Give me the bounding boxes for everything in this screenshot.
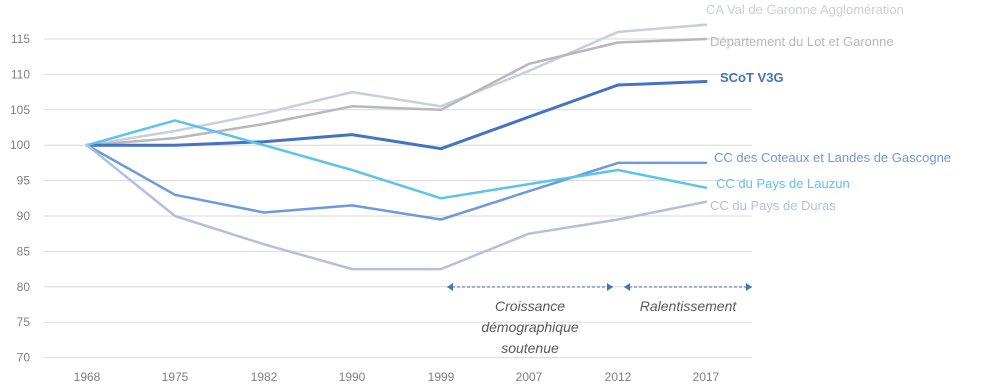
series-labels: CA Val de Garonne Agglomération Départeme… (706, 2, 951, 213)
y-tick-label: 90 (17, 209, 31, 223)
arrow-head (624, 283, 630, 291)
x-tick-label: 1968 (74, 370, 101, 384)
x-tick-label: 1982 (251, 370, 278, 384)
annotations: Croissance démographique soutenue Ralentiss… (447, 283, 752, 356)
series-lines (85, 23, 708, 271)
series-label: CC des Coteaux et Landes de Gascogne (714, 150, 951, 165)
annotation-text: Ralentissement (640, 298, 738, 314)
annotation-text: démographique (481, 319, 579, 335)
series-line-4 (85, 119, 708, 200)
x-tick-label: 1990 (339, 370, 366, 384)
series-label: Département du Lot et Garonne (710, 34, 894, 49)
x-axis-ticks: 1968 1975 1982 1990 1999 2007 2012 2017 (74, 370, 720, 384)
series-label: SCoT V3G (720, 70, 784, 85)
series-label: CA Val de Garonne Agglomération (706, 2, 904, 17)
series-line-5 (85, 143, 708, 271)
y-tick-label: 105 (10, 103, 30, 117)
series-line-3 (85, 143, 708, 221)
annotation-text: Croissance (495, 298, 565, 314)
x-tick-label: 1975 (162, 370, 189, 384)
x-tick-label: 1999 (428, 370, 455, 384)
annotation-text: soutenue (501, 340, 559, 356)
y-axis-ticks: 70 75 80 85 90 95 100 105 110 115 (10, 32, 30, 365)
y-tick-label: 70 (17, 351, 31, 365)
y-tick-label: 80 (17, 280, 31, 294)
arrow-head (447, 283, 453, 291)
y-tick-label: 75 (17, 315, 31, 329)
y-tick-label: 110 (11, 67, 30, 81)
series-line-2 (85, 80, 708, 151)
y-tick-label: 115 (11, 32, 30, 46)
y-tick-label: 95 (17, 174, 31, 188)
y-tick-label: 100 (10, 138, 30, 152)
arrow-head (607, 283, 613, 291)
x-tick-label: 2012 (605, 370, 632, 384)
series-label: CC du Pays de Duras (710, 198, 836, 213)
series-line-0 (85, 23, 708, 147)
series-label: CC du Pays de Lauzun (716, 176, 850, 191)
y-tick-label: 85 (17, 244, 31, 258)
series-line-1 (85, 37, 708, 147)
x-tick-label: 2007 (516, 370, 543, 384)
arrow-head (746, 283, 752, 291)
x-tick-label: 2017 (693, 370, 720, 384)
